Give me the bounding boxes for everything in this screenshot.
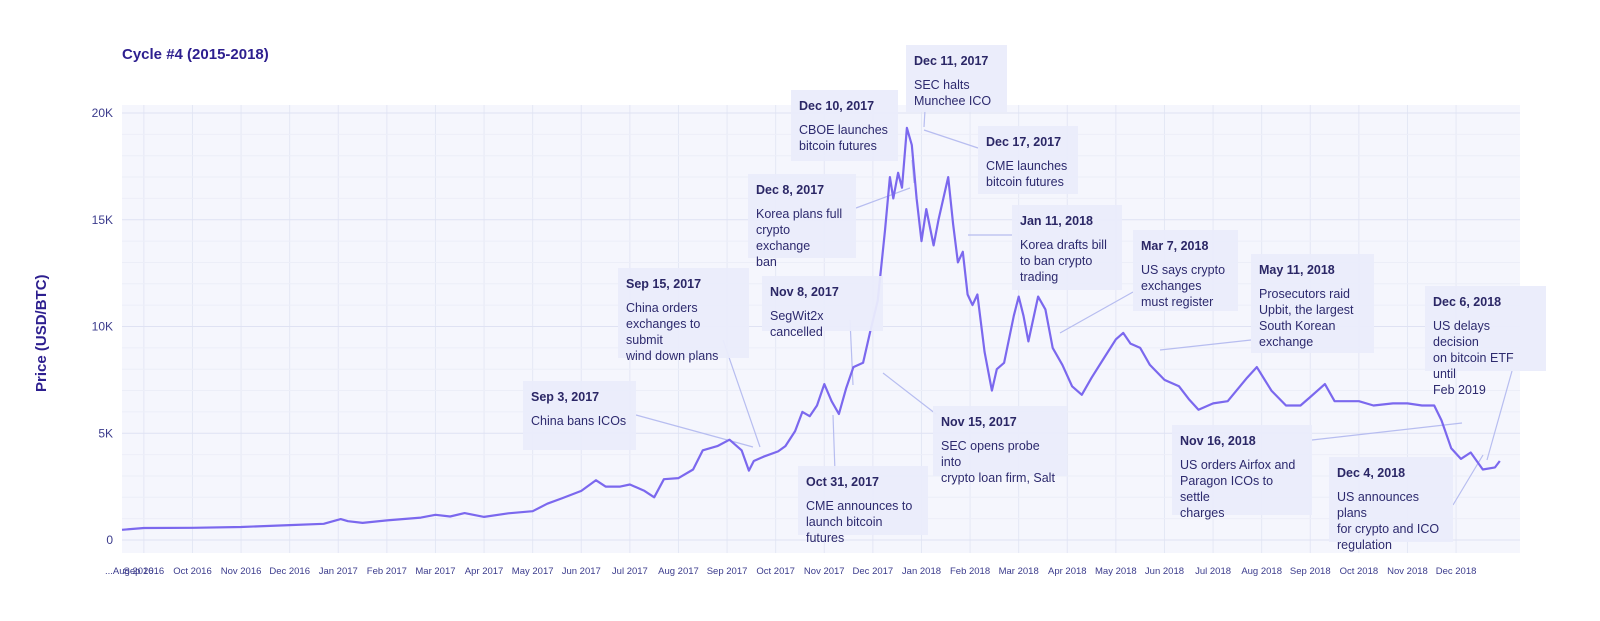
y-tick-label: 10K — [92, 320, 113, 334]
annotation-text: Prosecutors raid Upbit, the largest Sout… — [1259, 287, 1354, 349]
annotation-date: Dec 11, 2017 — [914, 54, 989, 68]
annotation-date: Dec 10, 2017 — [799, 99, 875, 113]
annotation-text: US orders Airfox and Paragon ICOs to set… — [1180, 458, 1296, 520]
annotation-connector — [1486, 370, 1513, 461]
annotation-date: Nov 15, 2017 — [941, 415, 1017, 429]
x-tick-label: Oct 2016 — [173, 566, 212, 577]
x-tick-label: Mar 2018 — [999, 566, 1039, 577]
annotation-text: CBOE launches bitcoin futures — [799, 123, 888, 153]
x-tick-label: Jun 2018 — [1145, 566, 1184, 577]
annotation-upbit-raid: May 11, 2018 Prosecutors raid Upbit, the… — [1251, 254, 1374, 353]
y-axis-ticks: 0 5K 10K 15K 20K — [92, 106, 114, 547]
annotation-date: May 11, 2018 — [1259, 263, 1335, 277]
annotation-cme-announces: Oct 31, 2017 CME announces to launch bit… — [798, 466, 928, 545]
annotation-text: Korea plans full crypto exchange ban — [756, 207, 843, 269]
annotation-date: Dec 6, 2018 — [1433, 295, 1502, 309]
x-tick-label: Oct 2018 — [1340, 566, 1379, 577]
x-tick-label: Dec 2017 — [853, 566, 894, 577]
x-tick-label: Aug 2017 — [658, 566, 699, 577]
x-tick-label: Feb 2018 — [950, 566, 990, 577]
annotation-date: Jan 11, 2018 — [1020, 214, 1093, 228]
annotation-text: China orders exchanges to submit wind do… — [626, 301, 719, 363]
x-tick-label: Nov 2016 — [221, 566, 262, 577]
annotation-date: Sep 15, 2017 — [626, 277, 702, 291]
x-tick-label: Nov 2017 — [804, 566, 845, 577]
x-tick-label: Jan 2018 — [902, 566, 941, 577]
x-tick-label: ...Aug 2016 — [105, 566, 154, 577]
x-tick-label: Aug 2018 — [1241, 566, 1282, 577]
x-tick-label: Dec 2018 — [1436, 566, 1477, 577]
x-tick-label: May 2017 — [512, 566, 554, 577]
annotation-korea-drafts-bill: Jan 11, 2018 Korea drafts bill to ban cr… — [1012, 205, 1122, 290]
annotation-date: Mar 7, 2018 — [1141, 239, 1209, 253]
annotation-cme-futures: Dec 17, 2017 CME launches bitcoin future… — [978, 126, 1078, 194]
annotation-connector — [1311, 422, 1463, 441]
x-tick-label: Sep 2017 — [707, 566, 748, 577]
annotation-date: Dec 8, 2017 — [756, 183, 825, 197]
annotation-date: Sep 3, 2017 — [531, 390, 600, 404]
annotation-text: SEC opens probe into crypto loan firm, S… — [941, 439, 1055, 485]
x-tick-label: Sep 2018 — [1290, 566, 1331, 577]
annotation-sec-probe-salt: Nov 15, 2017 SEC opens probe into crypto… — [933, 406, 1067, 485]
annotation-connector — [1159, 339, 1252, 351]
y-tick-label: 5K — [98, 426, 113, 440]
annotation-text: US says crypto exchanges must register — [1141, 263, 1226, 309]
x-tick-label: Nov 2018 — [1387, 566, 1428, 577]
x-tick-label: Mar 2017 — [415, 566, 455, 577]
annotation-date: Dec 17, 2017 — [986, 135, 1062, 149]
x-tick-label: Feb 2017 — [367, 566, 407, 577]
annotation-text: SegWit2x cancelled — [770, 309, 824, 339]
y-axis-label: Price (USD/BTC) — [33, 274, 50, 392]
x-tick-label: Dec 2016 — [269, 566, 310, 577]
annotation-segwit2x: Nov 8, 2017 SegWit2x cancelled — [762, 276, 883, 339]
x-tick-label: May 2018 — [1095, 566, 1137, 577]
x-tick-label: Jul 2017 — [612, 566, 648, 577]
annotation-text: SEC halts Munchee ICO — [914, 78, 992, 108]
x-tick-label: Oct 2017 — [756, 566, 795, 577]
annotation-korea-ban-plan: Dec 8, 2017 Korea plans full crypto exch… — [748, 174, 856, 269]
annotation-connector — [855, 187, 911, 209]
annotation-connector — [882, 372, 937, 415]
x-tick-label: Apr 2017 — [465, 566, 504, 577]
annotation-cboe-futures: Dec 10, 2017 CBOE launches bitcoin futur… — [791, 90, 898, 161]
price-line — [121, 126, 1501, 531]
annotation-text: US announces plans for crypto and ICO re… — [1337, 490, 1440, 552]
annotation-china-bans-icos: Sep 3, 2017 China bans ICOs — [523, 381, 636, 450]
annotation-airfox-paragon: Nov 16, 2018 US orders Airfox and Parago… — [1172, 425, 1312, 520]
annotation-text: Korea drafts bill to ban crypto trading — [1020, 238, 1107, 284]
x-tick-label: Apr 2018 — [1048, 566, 1087, 577]
annotation-date: Dec 4, 2018 — [1337, 466, 1406, 480]
x-tick-label: Jan 2017 — [319, 566, 358, 577]
chart-title: Cycle #4 (2015-2018) — [122, 46, 269, 63]
y-tick-label: 20K — [92, 106, 113, 120]
annotation-connectors — [635, 109, 1513, 506]
annotation-sec-munchee: Dec 11, 2017 SEC halts Munchee ICO — [906, 45, 1007, 112]
x-tick-label: Sep 2016 — [124, 566, 165, 577]
annotation-text: US delays decision on bitcoin ETF until … — [1433, 319, 1514, 397]
annotation-us-exchanges-register: Mar 7, 2018 US says crypto exchanges mus… — [1133, 230, 1238, 311]
annotation-connector — [911, 159, 915, 184]
annotation-date: Nov 16, 2018 — [1180, 434, 1256, 448]
annotation-connector — [832, 414, 836, 473]
annotation-connector — [1059, 291, 1134, 334]
y-tick-label: 0 — [106, 533, 113, 547]
x-tick-label: Jun 2017 — [562, 566, 601, 577]
annotation-date: Nov 8, 2017 — [770, 285, 839, 299]
annotation-connector — [923, 109, 926, 128]
annotation-us-regulation-plans: Dec 4, 2018 US announces plans for crypt… — [1329, 457, 1453, 552]
annotation-etf-delay: Dec 6, 2018 US delays decision on bitcoi… — [1425, 286, 1546, 397]
annotation-text: CME announces to launch bitcoin futures — [806, 499, 913, 545]
annotation-china-wind-down: Sep 15, 2017 China orders exchanges to s… — [618, 268, 749, 363]
y-tick-label: 15K — [92, 213, 113, 227]
annotation-text: China bans ICOs — [531, 414, 627, 428]
annotation-date: Oct 31, 2017 — [806, 475, 879, 489]
annotation-text: CME launches bitcoin futures — [986, 159, 1068, 189]
annotation-connector — [635, 414, 754, 448]
x-tick-label: Jul 2018 — [1195, 566, 1231, 577]
annotation-connector — [923, 129, 979, 149]
